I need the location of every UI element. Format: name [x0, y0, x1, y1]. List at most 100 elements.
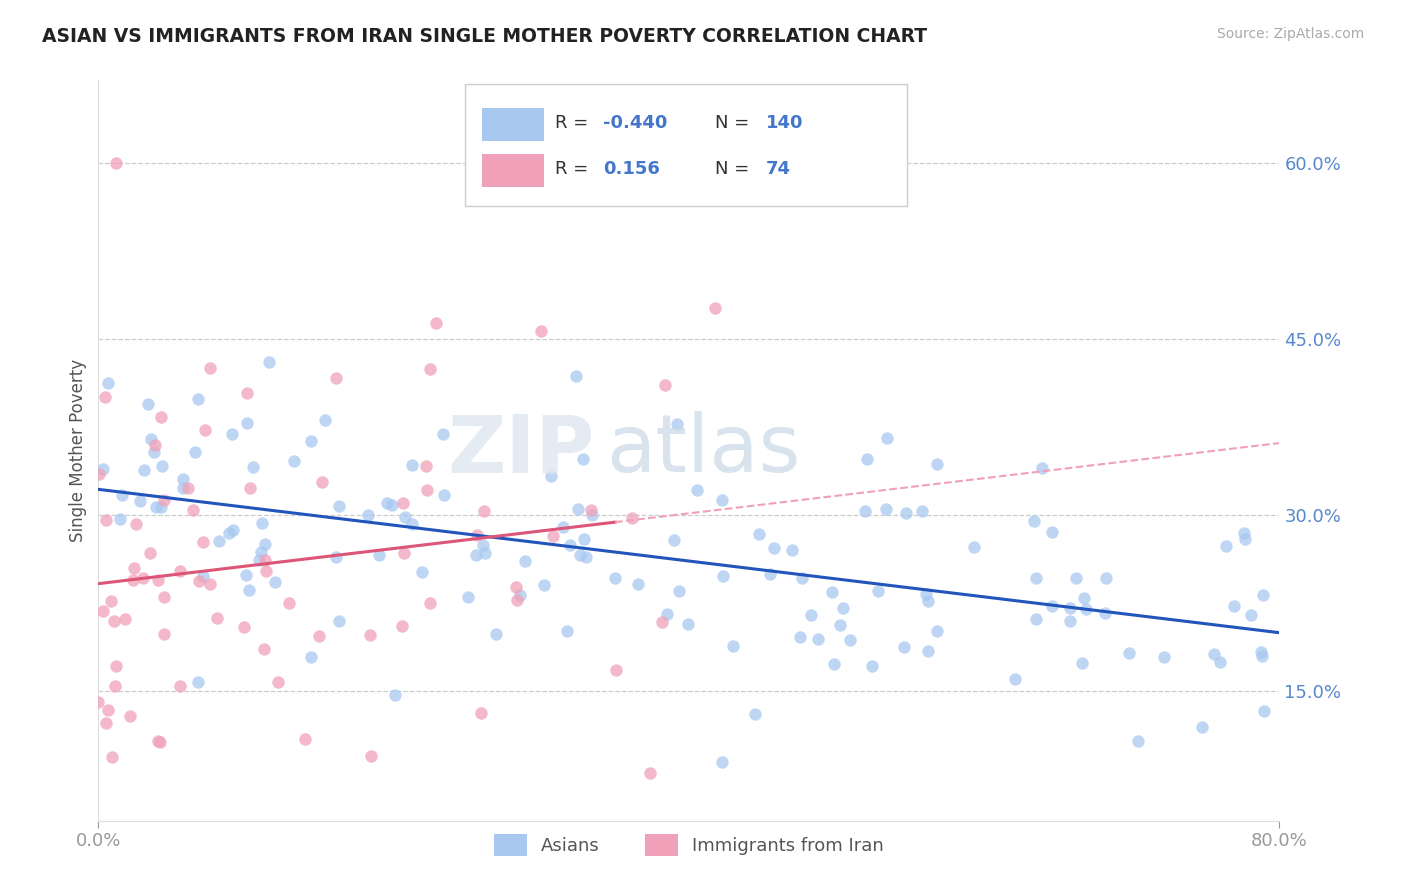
Point — [575, 549, 598, 564]
Point — [392, 546, 415, 560]
Point — [620, 510, 643, 524]
Point — [505, 580, 527, 594]
Point — [917, 593, 939, 607]
Point — [415, 458, 437, 473]
Point — [565, 368, 588, 383]
Point — [132, 571, 155, 585]
Point — [721, 639, 744, 653]
Y-axis label: Single Mother Poverty: Single Mother Poverty — [69, 359, 87, 542]
Point — [686, 483, 709, 497]
Point — [141, 432, 163, 446]
Point — [419, 361, 441, 376]
Point — [149, 735, 172, 749]
Point — [1233, 525, 1256, 540]
Point — [132, 463, 155, 477]
Point — [1059, 601, 1081, 615]
Point — [256, 564, 278, 578]
Point — [474, 546, 496, 560]
Point — [411, 566, 433, 580]
Point — [1025, 612, 1047, 626]
Point — [1040, 599, 1063, 613]
Point — [605, 663, 627, 677]
Text: Source: ZipAtlas.com: Source: ZipAtlas.com — [1216, 27, 1364, 41]
Point — [1191, 720, 1213, 734]
Point — [676, 616, 699, 631]
Point — [574, 532, 596, 546]
Point — [249, 553, 271, 567]
Point — [790, 571, 813, 585]
Point — [294, 732, 316, 747]
Point — [94, 715, 117, 730]
Point — [831, 601, 853, 615]
Point — [789, 630, 811, 644]
Point — [627, 576, 650, 591]
Point — [205, 611, 228, 625]
Point — [91, 605, 114, 619]
Point — [148, 734, 170, 748]
Point — [666, 417, 689, 431]
Point — [222, 523, 245, 537]
Point — [759, 567, 782, 582]
Point — [198, 577, 221, 591]
Point — [1202, 647, 1225, 661]
Point — [267, 674, 290, 689]
Point — [581, 503, 603, 517]
Point — [485, 626, 508, 640]
Point — [100, 594, 122, 608]
Point — [368, 548, 391, 562]
Point — [651, 615, 673, 629]
Point — [603, 572, 626, 586]
Point — [242, 459, 264, 474]
Text: 140: 140 — [766, 114, 803, 132]
Point — [299, 434, 322, 448]
Point — [1223, 599, 1246, 613]
Point — [1064, 571, 1087, 585]
Point — [122, 561, 145, 575]
Point — [472, 504, 495, 518]
Point — [129, 494, 152, 508]
Point — [568, 548, 591, 562]
Point — [172, 472, 194, 486]
Text: 0.156: 0.156 — [603, 161, 659, 178]
Point — [927, 624, 949, 638]
Point — [1234, 532, 1257, 546]
Point — [533, 578, 555, 592]
Point — [1074, 602, 1097, 616]
Point — [104, 679, 127, 693]
Point — [457, 590, 479, 604]
Point — [748, 527, 770, 541]
Point — [530, 325, 553, 339]
Point — [250, 545, 273, 559]
Point — [394, 509, 416, 524]
Point — [541, 529, 564, 543]
Point — [169, 679, 191, 693]
Point — [283, 454, 305, 468]
Point — [153, 591, 176, 605]
Point — [100, 750, 122, 764]
Point — [198, 361, 221, 376]
Point — [540, 469, 562, 483]
Point — [254, 553, 277, 567]
Point — [1025, 571, 1047, 585]
Point — [194, 423, 217, 437]
Point — [120, 708, 142, 723]
Text: N =: N = — [714, 114, 749, 132]
Point — [838, 633, 860, 648]
Point — [221, 427, 243, 442]
Point — [464, 548, 486, 562]
Point — [188, 574, 211, 589]
Text: ZIP: ZIP — [447, 411, 595, 490]
Point — [425, 316, 447, 330]
FancyBboxPatch shape — [482, 109, 544, 141]
Point — [1073, 591, 1095, 606]
Point — [299, 650, 322, 665]
Point — [433, 488, 456, 502]
Point — [513, 554, 536, 568]
Point — [187, 675, 209, 690]
Point — [328, 499, 350, 513]
Point — [713, 569, 735, 583]
Point — [1118, 646, 1140, 660]
Point — [114, 612, 136, 626]
Point — [1250, 649, 1272, 664]
Point — [581, 508, 603, 522]
